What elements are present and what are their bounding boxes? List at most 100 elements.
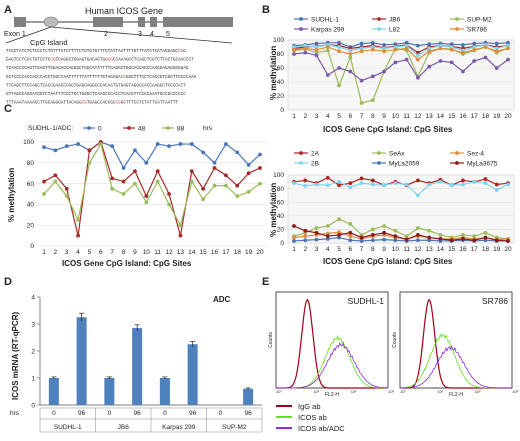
- y-tick-label: 0: [280, 107, 284, 114]
- data-point: [427, 238, 432, 243]
- legend-marker: [377, 161, 381, 165]
- data-point: [494, 238, 499, 243]
- data-point: [337, 217, 341, 222]
- gene-map: Human ICOS Gene Exon 1 2 3 4 5 CpG Islan…: [4, 6, 233, 106]
- legend-marker: [299, 17, 303, 21]
- data-point: [258, 181, 262, 186]
- legend-marker: [166, 126, 170, 130]
- data-point: [359, 78, 364, 83]
- data-point: [64, 186, 69, 191]
- data-point: [110, 144, 115, 149]
- sequence-line: TCCCTATCTCTCCCTCTGTTTCTCTTTTCTGTGTGTTTCT…: [6, 49, 186, 54]
- xlabel-b-top: ICOS Gene CpG Island: CpG Sites: [323, 125, 453, 134]
- data-point: [483, 235, 488, 240]
- y-tick-label: 60: [277, 199, 285, 206]
- data-point: [370, 40, 375, 45]
- data-point: [325, 45, 330, 49]
- exon-3-box: [138, 17, 145, 27]
- x-tick-label: 11: [403, 246, 410, 253]
- y-tick-label: 100: [23, 139, 34, 146]
- data-point: [42, 192, 46, 196]
- data-point: [404, 237, 409, 242]
- x-tick-label: 12: [414, 113, 422, 120]
- histogram-xtick: 10°: [276, 389, 282, 394]
- data-point: [235, 150, 240, 155]
- data-point: [472, 41, 477, 46]
- data-point: [359, 232, 364, 237]
- data-point: [337, 235, 341, 240]
- y-tick-label: 100: [273, 172, 284, 179]
- x-tick-label: 8: [122, 249, 126, 256]
- data-point: [370, 45, 375, 49]
- x-tick-label: 18: [234, 249, 242, 256]
- data-point: [427, 182, 432, 187]
- data-point: [53, 179, 58, 184]
- legend-unit-c: hrs: [203, 125, 213, 132]
- data-point: [494, 66, 499, 70]
- exon-1-label: Exon 1: [4, 31, 26, 38]
- ylabel-c: % methylation: [7, 168, 16, 222]
- data-point: [42, 145, 46, 150]
- data-point: [370, 98, 375, 103]
- y-tick-label: 20: [277, 227, 285, 234]
- x-tick-label: 6: [99, 249, 103, 256]
- data-point: [246, 171, 251, 176]
- data-point: [393, 181, 398, 186]
- data-point: [133, 148, 137, 153]
- group-label: SUP-M2: [222, 424, 247, 431]
- data-point: [415, 57, 420, 62]
- data-point: [359, 176, 364, 181]
- x-tick-label: 4: [326, 113, 330, 120]
- data-point: [438, 43, 443, 48]
- data-point: [438, 179, 443, 184]
- data-point: [314, 226, 319, 230]
- xlabel-c: ICOS Gene CpG Island: CpG Sites: [62, 259, 192, 268]
- data-point: [370, 232, 375, 237]
- data-point: [382, 43, 387, 47]
- data-point: [167, 144, 171, 149]
- hour-label: 96: [134, 410, 142, 417]
- sequence-line: GAGTCCTCACTGTCCTCCGCCAGGCTGGAGTGACAGTGGC…: [6, 58, 194, 63]
- data-point: [189, 179, 194, 184]
- data-point: [314, 45, 319, 49]
- data-point: [325, 73, 330, 77]
- legend-marker: [455, 17, 459, 21]
- data-point: [461, 69, 465, 74]
- data-point: [348, 48, 353, 53]
- x-tick-label: 11: [154, 249, 161, 256]
- data-point: [348, 222, 353, 226]
- y-tick-label: 80: [277, 51, 285, 58]
- data-point: [415, 193, 420, 198]
- legend-label: 88: [177, 125, 185, 132]
- data-point: [438, 46, 443, 51]
- panel-label-d: D: [4, 276, 12, 288]
- plot-area-b-top: [287, 39, 515, 111]
- data-point: [461, 43, 465, 47]
- x-tick-label: 15: [200, 249, 208, 256]
- plot-area-b-bottom: [287, 174, 515, 244]
- data-point: [348, 238, 353, 243]
- data-point: [144, 194, 149, 198]
- data-point: [382, 237, 387, 242]
- data-point: [53, 148, 58, 153]
- legend-marker: [455, 27, 459, 31]
- hour-label: 96: [245, 410, 253, 417]
- data-point: [292, 181, 296, 186]
- data-point: [64, 144, 69, 149]
- histogram-xtick: 10²: [351, 389, 357, 394]
- bar: [243, 388, 254, 405]
- data-point: [449, 183, 454, 188]
- histogram-curve: [400, 345, 512, 389]
- series-line: [293, 44, 509, 57]
- data-point: [415, 43, 420, 48]
- histogram-ylabel: Counts: [268, 332, 274, 348]
- data-point: [461, 232, 465, 237]
- data-point: [121, 179, 126, 184]
- hour-label: 96: [78, 410, 86, 417]
- x-tick-label: 17: [222, 249, 230, 256]
- x-tick-label: 13: [426, 246, 434, 253]
- data-point: [110, 176, 115, 181]
- data-point: [370, 238, 375, 243]
